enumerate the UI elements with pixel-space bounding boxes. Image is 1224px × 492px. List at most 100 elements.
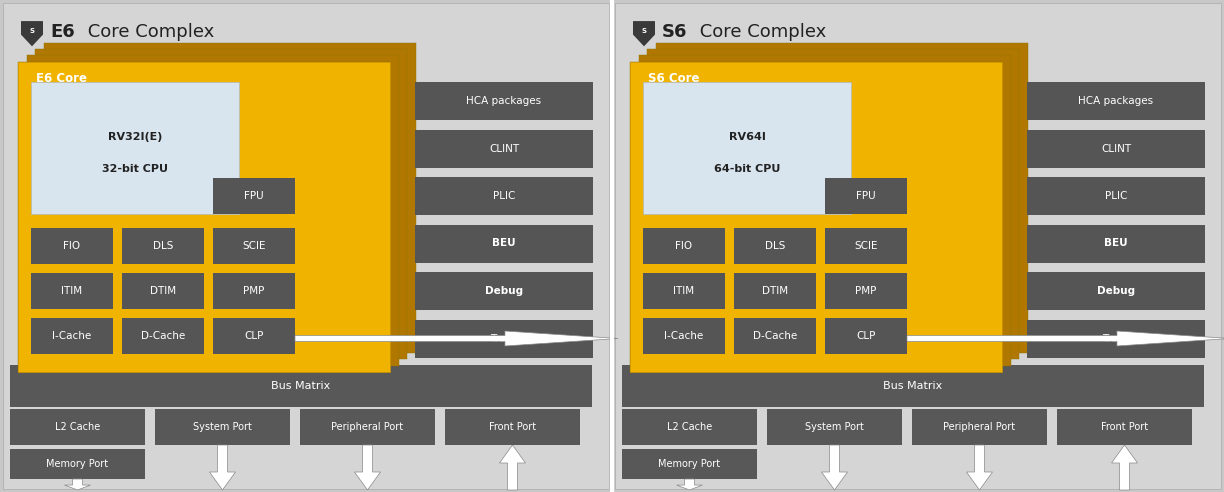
Text: Memory Port: Memory Port — [659, 459, 721, 469]
Bar — [1027, 82, 1204, 120]
Bar — [415, 319, 592, 358]
Text: DTIM: DTIM — [761, 286, 788, 296]
Text: Trace: Trace — [490, 334, 518, 343]
Polygon shape — [677, 479, 703, 490]
Text: Peripheral Port: Peripheral Port — [332, 422, 404, 432]
Bar — [122, 273, 204, 309]
Polygon shape — [821, 445, 847, 490]
Polygon shape — [295, 331, 618, 346]
Text: PMP: PMP — [244, 286, 264, 296]
Text: BEU: BEU — [492, 239, 515, 248]
Bar — [614, 3, 1222, 489]
Text: Front Port: Front Port — [488, 422, 536, 432]
Text: ITIM: ITIM — [61, 286, 82, 296]
Bar — [622, 449, 756, 479]
Text: CLP: CLP — [857, 331, 875, 341]
Bar — [1027, 272, 1204, 310]
Polygon shape — [1111, 445, 1137, 490]
Text: I-Cache: I-Cache — [665, 331, 704, 341]
Bar — [415, 82, 592, 120]
Text: Trace: Trace — [1102, 334, 1130, 343]
Bar — [415, 177, 592, 215]
Bar — [656, 42, 1027, 352]
Polygon shape — [355, 445, 381, 490]
Text: PMP: PMP — [856, 286, 876, 296]
Text: FPU: FPU — [244, 191, 264, 201]
Text: ITIM: ITIM — [673, 286, 694, 296]
Text: E6 Core: E6 Core — [35, 72, 87, 86]
Polygon shape — [907, 331, 1224, 346]
Bar — [122, 228, 204, 264]
Bar — [912, 409, 1047, 445]
Bar — [1058, 409, 1192, 445]
Bar — [18, 62, 390, 372]
Polygon shape — [21, 21, 43, 46]
Bar — [643, 82, 851, 214]
Bar — [213, 318, 295, 354]
Bar — [31, 82, 239, 214]
Bar — [630, 62, 1002, 372]
Bar — [1027, 177, 1204, 215]
Text: S6 Core: S6 Core — [647, 72, 699, 86]
Text: S6: S6 — [662, 23, 688, 41]
Text: SCIE: SCIE — [242, 241, 266, 251]
Text: Core Complex: Core Complex — [82, 23, 214, 41]
Bar — [10, 409, 144, 445]
Text: SCIE: SCIE — [854, 241, 878, 251]
Bar — [122, 318, 204, 354]
Polygon shape — [209, 445, 235, 490]
Bar — [825, 273, 907, 309]
Bar — [825, 228, 907, 264]
Bar — [44, 42, 415, 352]
Polygon shape — [65, 479, 91, 490]
Polygon shape — [633, 21, 655, 46]
Bar — [31, 318, 113, 354]
Text: L2 Cache: L2 Cache — [667, 422, 712, 432]
Text: D-Cache: D-Cache — [753, 331, 797, 341]
Text: E6: E6 — [50, 23, 75, 41]
Text: System Port: System Port — [805, 422, 864, 432]
Bar — [643, 228, 725, 264]
Text: System Port: System Port — [193, 422, 252, 432]
Bar — [639, 56, 1011, 366]
Bar — [10, 365, 592, 407]
Text: 64-bit CPU: 64-bit CPU — [714, 164, 780, 174]
Text: DLS: DLS — [153, 241, 173, 251]
Bar — [31, 273, 113, 309]
Text: Core Complex: Core Complex — [694, 23, 826, 41]
Text: Debug: Debug — [485, 286, 523, 296]
Text: 32-bit CPU: 32-bit CPU — [102, 164, 168, 174]
Text: FPU: FPU — [856, 191, 876, 201]
Text: Peripheral Port: Peripheral Port — [944, 422, 1016, 432]
Bar — [446, 409, 580, 445]
Text: PLIC: PLIC — [1105, 191, 1127, 201]
Bar — [643, 318, 725, 354]
Text: DTIM: DTIM — [149, 286, 176, 296]
Text: Debug: Debug — [1097, 286, 1135, 296]
Bar — [155, 409, 290, 445]
Bar — [213, 178, 295, 214]
Text: S: S — [641, 28, 646, 34]
Text: Front Port: Front Port — [1100, 422, 1148, 432]
Bar — [415, 272, 592, 310]
Bar — [27, 56, 399, 366]
Text: HCA packages: HCA packages — [466, 96, 541, 106]
Text: CLINT: CLINT — [488, 144, 519, 154]
Bar — [767, 409, 902, 445]
Text: HCA packages: HCA packages — [1078, 96, 1153, 106]
Text: Bus Matrix: Bus Matrix — [884, 381, 942, 391]
Bar — [415, 224, 592, 263]
Text: DLS: DLS — [765, 241, 785, 251]
Text: Bus Matrix: Bus Matrix — [272, 381, 330, 391]
Text: RV32I(E): RV32I(E) — [108, 132, 163, 143]
Bar — [2, 3, 610, 489]
Bar — [1027, 319, 1204, 358]
Bar — [213, 228, 295, 264]
Bar — [734, 318, 816, 354]
Text: CLINT: CLINT — [1100, 144, 1131, 154]
Text: Memory Port: Memory Port — [47, 459, 109, 469]
Text: CLP: CLP — [245, 331, 263, 341]
Bar — [622, 409, 756, 445]
Bar — [647, 49, 1020, 359]
Bar — [734, 228, 816, 264]
